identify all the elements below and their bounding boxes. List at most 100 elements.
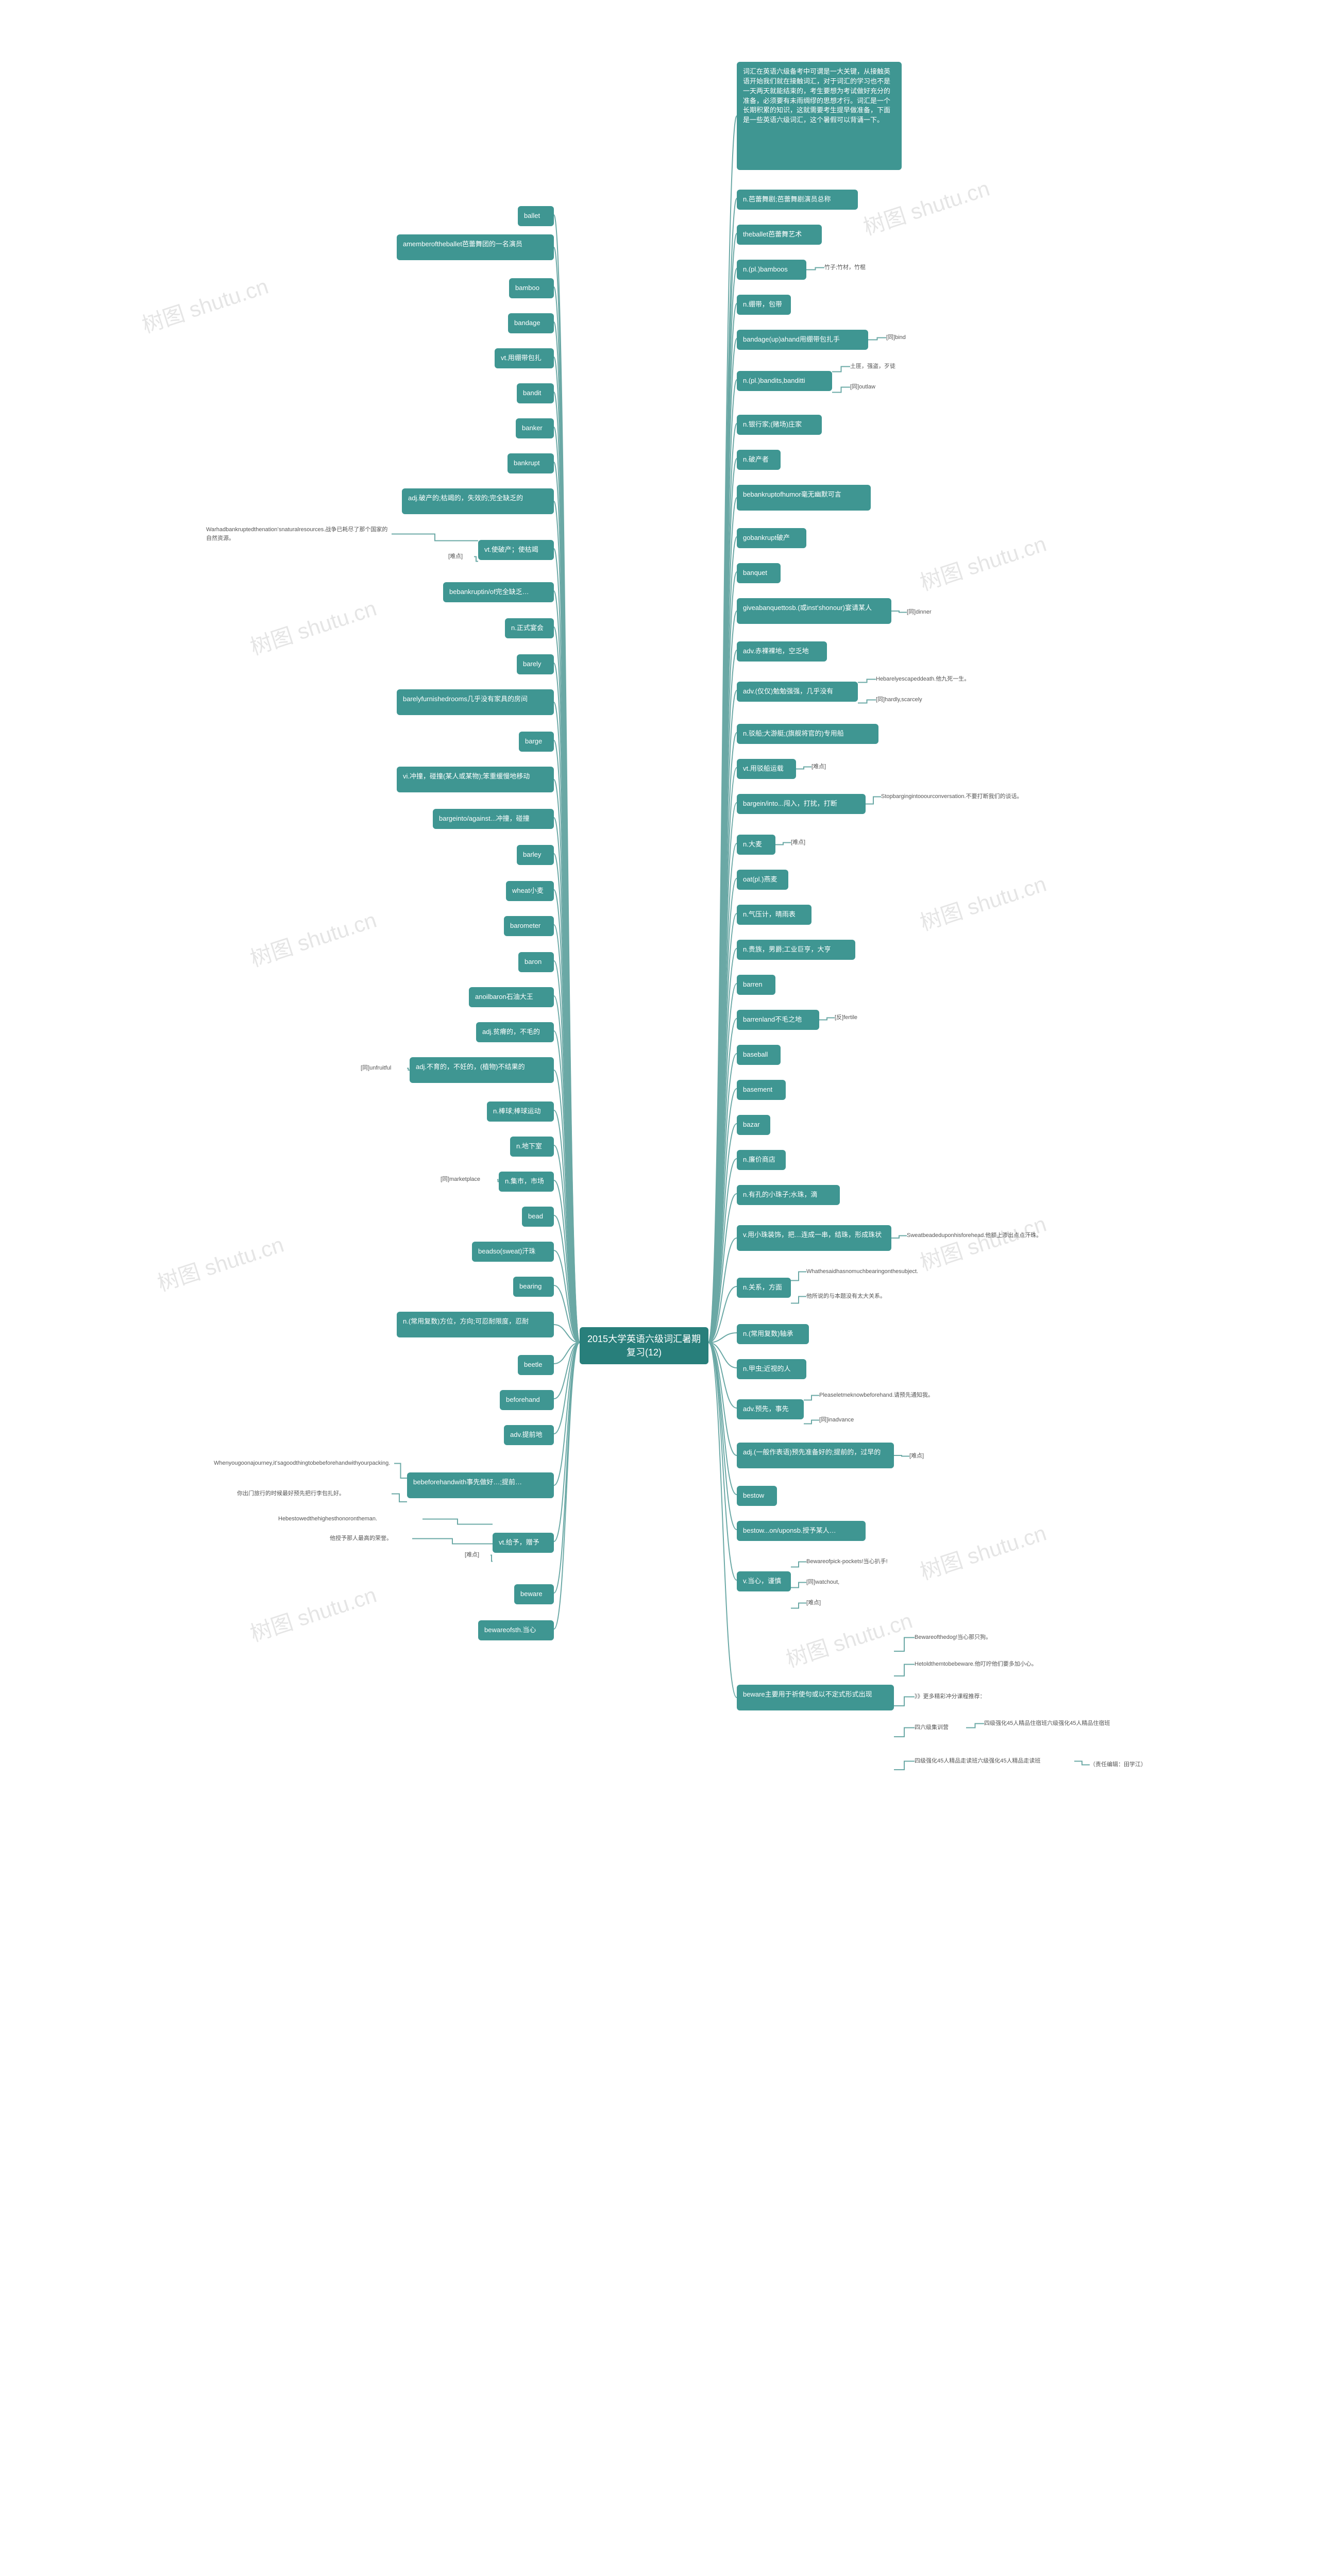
annotation-text: [难点] bbox=[806, 1599, 837, 1607]
mindmap-node: adj.破产的;枯竭的，失效的;完全缺乏的 bbox=[402, 488, 554, 514]
mindmap-node: n.气压计，晴雨表 bbox=[737, 905, 811, 925]
mindmap-node: bearing bbox=[513, 1277, 554, 1297]
mindmap-node: n.破产者 bbox=[737, 450, 781, 470]
annotation-text: [同]hardly,scarcely bbox=[876, 696, 958, 704]
mindmap-node: barrenland不毛之地 bbox=[737, 1010, 819, 1030]
annotation-text: Pleaseletmeknowbeforehand.请预先通知我。 bbox=[819, 1391, 979, 1400]
annotation-text: 竹子;竹材，竹棍 bbox=[824, 263, 912, 272]
mindmap-node: adv.(仅仅)勉勉强强，几乎没有 bbox=[737, 682, 858, 702]
mindmap-node: n.棒球;棒球运动 bbox=[487, 1101, 554, 1122]
watermark: 树图 shutu.cn bbox=[246, 1578, 380, 1648]
annotation-text: [难点] bbox=[465, 1551, 491, 1560]
mindmap-node: barely bbox=[517, 654, 554, 674]
annotation-text: 土匪，强盗，歹徒 bbox=[850, 362, 927, 371]
annotation-text: [难点] bbox=[791, 838, 817, 847]
mindmap-node: n.芭蕾舞剧;芭蕾舞剧演员总称 bbox=[737, 190, 858, 210]
mindmap-node: bebankruptin/of完全缺乏… bbox=[443, 582, 554, 602]
connector-lines bbox=[0, 0, 1319, 2576]
annotation-text: [同]bind bbox=[886, 333, 917, 342]
mindmap-node: banquet bbox=[737, 563, 781, 583]
mindmap-node: bandage bbox=[508, 313, 554, 333]
mindmap-node: n.(pl.)bandits,banditti bbox=[737, 371, 832, 391]
mindmap-node: bamboo bbox=[509, 278, 554, 298]
mindmap-node: n.地下室 bbox=[510, 1137, 554, 1157]
mindmap-node: v.用小珠装饰，把…连成一串，结珠，形成珠状 bbox=[737, 1225, 891, 1251]
mindmap-node: bargein/into...闯入，打扰，打断 bbox=[737, 794, 866, 814]
annotation-text: Hetoldthemtobebeware.他叮咛他们要多加小心。 bbox=[915, 1660, 1074, 1669]
mindmap-node: bebankruptofhumor毫无幽默可言 bbox=[737, 485, 871, 511]
mindmap-node: v.当心，谨慎 bbox=[737, 1571, 791, 1591]
mindmap-node: barge bbox=[519, 732, 554, 752]
watermark: 树图 shutu.cn bbox=[916, 1516, 1050, 1586]
mindmap-node: vi.冲撞，碰撞(某人或某物);笨重缓慢地移动 bbox=[397, 767, 554, 792]
mindmap-node: beware bbox=[514, 1584, 554, 1604]
mindmap-node: vt.用绷带包扎 bbox=[495, 348, 554, 368]
annotation-text: Bewareofpick-pockets!当心扒手! bbox=[806, 1557, 925, 1566]
mindmap-node: barelyfurnishedrooms几乎没有家具的房间 bbox=[397, 689, 554, 715]
mindmap-node: beadso(sweat)汗珠 bbox=[472, 1242, 554, 1262]
mindmap-node: giveabanquettosb.(或instʻshonour)宴请某人 bbox=[737, 598, 891, 624]
mindmap-node: 2015大学英语六级词汇暑期复习(12) bbox=[580, 1327, 708, 1364]
mindmap-node: 词汇在英语六级备考中可谓是一大关键，从接触英语开始我们就在接触词汇，对于词汇的学… bbox=[737, 62, 902, 170]
watermark: 树图 shutu.cn bbox=[246, 591, 380, 662]
mindmap-node: n.(常用复数)方位，方向;可忍耐限度，忍耐 bbox=[397, 1312, 554, 1337]
mindmap-node: baron bbox=[518, 952, 554, 972]
mindmap-node: bestow bbox=[737, 1486, 777, 1506]
mindmap-node: bargeinto/against...冲撞，碰撞 bbox=[433, 809, 554, 829]
mindmap-canvas: 2015大学英语六级词汇暑期复习(12)balletamemberoftheba… bbox=[0, 0, 1319, 2576]
mindmap-node: baseball bbox=[737, 1045, 781, 1065]
mindmap-node: bead bbox=[522, 1207, 554, 1227]
mindmap-node: wheat小麦 bbox=[506, 881, 554, 901]
annotation-text: Whathesaidhasnomuchbearingonthesubject. bbox=[806, 1267, 971, 1276]
mindmap-node: n.关系，方面 bbox=[737, 1278, 791, 1298]
mindmap-node: adj.不育的，不妊的，(植物)不结果的 bbox=[410, 1057, 554, 1083]
mindmap-node: bazar bbox=[737, 1115, 770, 1135]
mindmap-node: oat(pl.)燕麦 bbox=[737, 870, 788, 890]
mindmap-node: gobankrupt破产 bbox=[737, 528, 806, 548]
mindmap-node: n.有孔的小珠子;水珠，滴 bbox=[737, 1185, 840, 1205]
watermark: 树图 shutu.cn bbox=[859, 171, 993, 242]
mindmap-node: banker bbox=[516, 418, 554, 438]
annotation-text: [同]marketplace bbox=[441, 1175, 497, 1184]
mindmap-node: n.贵族，男爵;工业巨亨，大亨 bbox=[737, 940, 855, 960]
mindmap-node: adj.(一般作表语)预先准备好的;提前的，过早的 bbox=[737, 1443, 894, 1468]
mindmap-node: bewareofsth.当心 bbox=[478, 1620, 554, 1640]
annotation-text: Bewareofthedog!当心那只狗。 bbox=[915, 1633, 1033, 1642]
annotation-text: Hebarelyescapeddeath.他九死一生。 bbox=[876, 675, 1010, 684]
mindmap-node: n.(pl.)bamboos bbox=[737, 260, 806, 280]
annotation-text: [同]inadvance bbox=[819, 1416, 876, 1425]
mindmap-node: adj.贫瘠的，不毛的 bbox=[476, 1022, 554, 1042]
mindmap-node: adv.提前地 bbox=[504, 1425, 554, 1445]
mindmap-node: n.驳船;大游艇;(旗舰将官的)专用船 bbox=[737, 724, 878, 744]
mindmap-node: vt.用驳船运载 bbox=[737, 759, 796, 779]
annotation-text: 他授予那人最高的荣誉。 bbox=[330, 1534, 412, 1543]
annotation-text: Whenyougoonajourney,itʻsagoodthingtobebe… bbox=[214, 1459, 394, 1468]
mindmap-node: n.集市，市场 bbox=[499, 1172, 554, 1192]
mindmap-node: n.(常用复数)轴承 bbox=[737, 1324, 809, 1344]
mindmap-node: vt.使破产；使枯竭 bbox=[478, 540, 554, 560]
watermark: 树图 shutu.cn bbox=[782, 1603, 916, 1674]
annotation-text: 》》更多精彩冲分课程推荐： bbox=[915, 1692, 1018, 1701]
annotation-text: Sweatbeadeduponhisforehead.他额上渗出点点汗珠。 bbox=[907, 1231, 1072, 1240]
mindmap-node: n.银行家;(赌场)庄家 bbox=[737, 415, 822, 435]
mindmap-node: barley bbox=[517, 845, 554, 865]
mindmap-node: bandage(up)ahand用绷带包扎手 bbox=[737, 330, 868, 350]
annotation-text: [反]fertile bbox=[835, 1013, 876, 1022]
annotation-text: [难点] bbox=[811, 762, 837, 771]
mindmap-node: barometer bbox=[504, 916, 554, 936]
mindmap-node: vt.给予，赠予 bbox=[493, 1533, 554, 1553]
annotation-text: [难点] bbox=[909, 1452, 935, 1461]
annotation-text: 四级强化45人精品住宿班六级强化45人精品住宿班 bbox=[984, 1719, 1144, 1728]
annotation-text: Warhadbankruptedthenationʻsnaturalresour… bbox=[206, 526, 392, 543]
mindmap-node: n.甲虫;近视的人 bbox=[737, 1359, 806, 1379]
annotation-text: [难点] bbox=[448, 552, 474, 561]
annotation-text: 你出门旅行的时候最好预先把行李包扎好。 bbox=[237, 1489, 392, 1498]
annotation-text: 四级强化45人精品走读班六级强化45人精品走读班 bbox=[915, 1757, 1074, 1766]
mindmap-node: anoilbaron石油大王 bbox=[469, 987, 554, 1007]
mindmap-node: bandit bbox=[517, 383, 554, 403]
mindmap-node: theballet芭蕾舞艺术 bbox=[737, 225, 822, 245]
mindmap-node: n.大麦 bbox=[737, 835, 775, 855]
mindmap-node: n.正式宴会 bbox=[505, 618, 554, 638]
annotation-text: [同]dinner bbox=[907, 608, 948, 617]
annotation-text: 四六级集训营 bbox=[915, 1723, 966, 1732]
